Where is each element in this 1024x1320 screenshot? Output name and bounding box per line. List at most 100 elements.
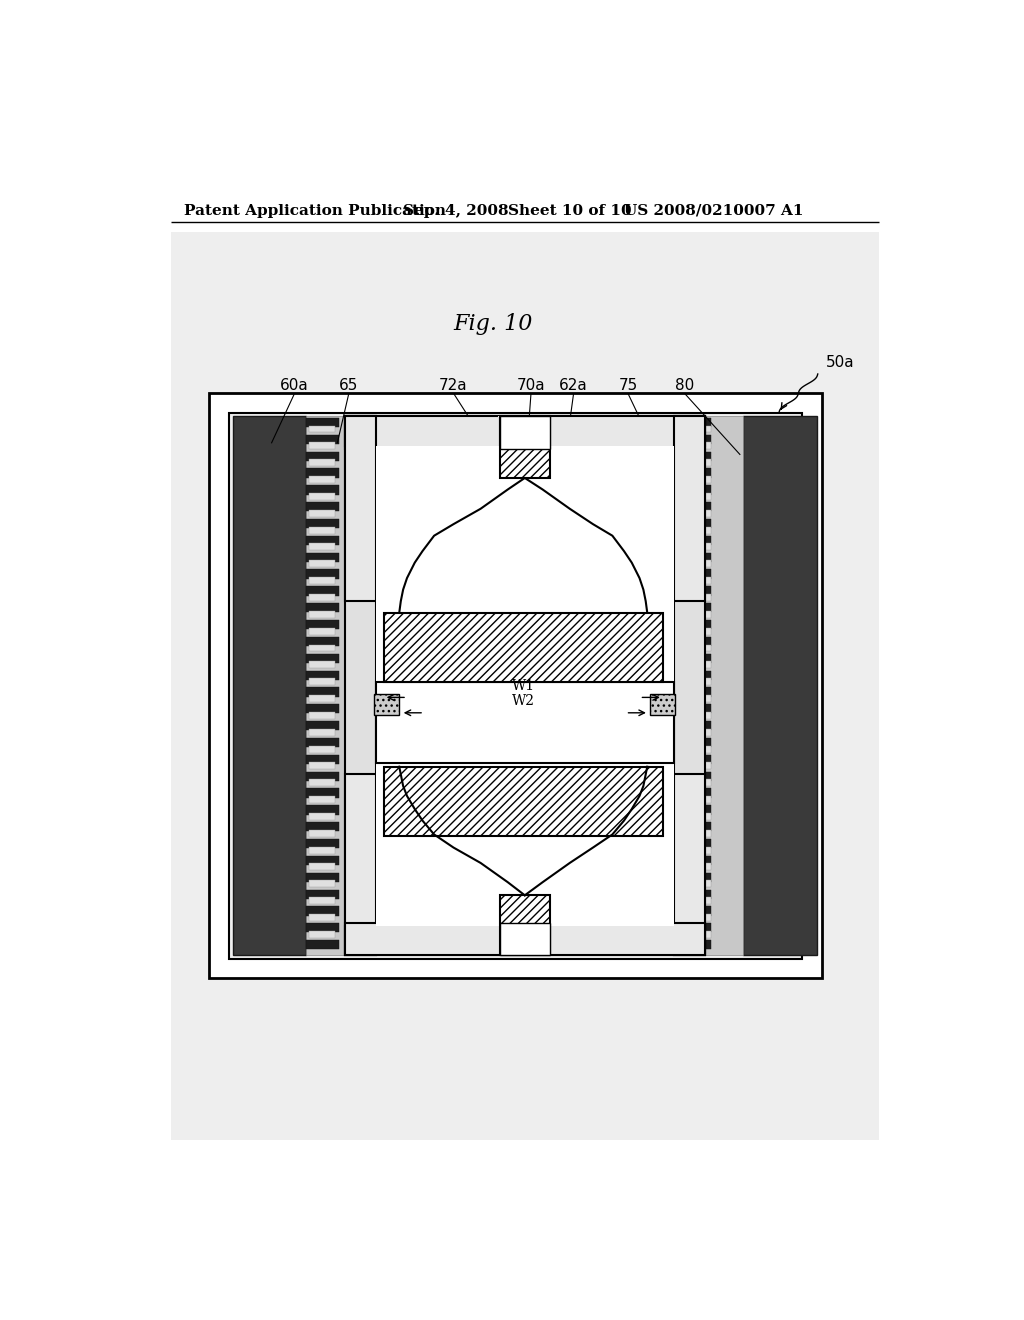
Bar [500, 416, 550, 449]
Text: 70a: 70a [517, 379, 546, 393]
Bar [306, 636, 339, 645]
Bar [306, 451, 339, 461]
Bar [308, 729, 335, 735]
Bar [306, 940, 339, 949]
Bar [345, 416, 376, 956]
Bar [306, 469, 339, 478]
Bar [684, 442, 711, 449]
Bar [684, 560, 711, 568]
Bar [308, 863, 335, 870]
Bar [678, 536, 711, 545]
Bar [500, 416, 550, 478]
Bar [345, 923, 705, 956]
Text: Patent Application Publication: Patent Application Publication [183, 203, 445, 218]
Bar [678, 721, 711, 730]
Bar [678, 603, 711, 612]
Text: 50a: 50a [825, 355, 854, 370]
Bar [308, 442, 335, 449]
Bar [306, 416, 345, 956]
Bar [684, 763, 711, 770]
Bar [306, 923, 339, 932]
Bar [308, 711, 335, 719]
Bar [345, 416, 705, 446]
Bar [678, 907, 711, 916]
Bar [650, 446, 674, 927]
Bar [684, 577, 711, 583]
Bar [232, 416, 306, 956]
Bar [500, 923, 550, 956]
Bar [308, 628, 335, 635]
Bar [345, 416, 705, 449]
Bar [684, 931, 711, 937]
Bar [674, 416, 705, 956]
Bar [306, 705, 339, 714]
Bar [500, 895, 550, 956]
Bar [308, 594, 335, 601]
Bar [308, 846, 335, 854]
Text: 65: 65 [339, 379, 358, 393]
Bar [306, 721, 339, 730]
Bar [678, 502, 711, 511]
Bar [308, 796, 335, 803]
Bar [306, 434, 339, 444]
Bar [684, 863, 711, 870]
Bar [678, 705, 711, 714]
Bar [306, 486, 339, 495]
Bar [684, 459, 711, 466]
Bar [678, 755, 711, 764]
Bar [306, 840, 339, 849]
Bar [678, 840, 711, 849]
Bar [678, 822, 711, 832]
Bar [500, 923, 550, 956]
Bar [228, 412, 802, 960]
Bar [678, 418, 711, 428]
Bar [308, 477, 335, 483]
Bar [384, 612, 663, 682]
Bar [684, 830, 711, 837]
Bar [306, 890, 339, 899]
Bar [306, 603, 339, 612]
Bar [678, 469, 711, 478]
Bar [684, 796, 711, 803]
Bar [306, 855, 339, 865]
Bar [684, 527, 711, 533]
Bar [345, 775, 376, 956]
Bar [308, 696, 335, 702]
Text: US 2008/0210007 A1: US 2008/0210007 A1 [624, 203, 804, 218]
Bar [684, 678, 711, 685]
Text: 80: 80 [675, 379, 694, 393]
Bar [674, 775, 705, 956]
Bar [308, 830, 335, 837]
Bar [499, 416, 551, 446]
Bar [306, 418, 339, 428]
Bar [375, 693, 399, 715]
Bar [209, 393, 821, 978]
Bar [306, 671, 339, 680]
Bar [308, 527, 335, 533]
Bar [306, 772, 339, 781]
Bar [308, 779, 335, 787]
Bar [684, 913, 711, 921]
Bar [308, 813, 335, 820]
Bar [678, 688, 711, 697]
Bar [308, 746, 335, 752]
Bar [384, 767, 663, 836]
Bar [306, 688, 339, 697]
Bar [743, 416, 817, 956]
Bar [684, 611, 711, 618]
Bar [306, 873, 339, 882]
Bar [684, 813, 711, 820]
Bar [678, 805, 711, 814]
Bar [678, 873, 711, 882]
Bar [684, 846, 711, 854]
Text: 62a: 62a [559, 379, 588, 393]
Bar [684, 477, 711, 483]
Bar [306, 755, 339, 764]
Bar [306, 586, 339, 595]
Bar [678, 586, 711, 595]
Bar [678, 788, 711, 797]
Text: W2: W2 [512, 694, 535, 708]
Bar [345, 416, 376, 601]
Bar [674, 416, 705, 601]
Text: 75: 75 [618, 379, 638, 393]
